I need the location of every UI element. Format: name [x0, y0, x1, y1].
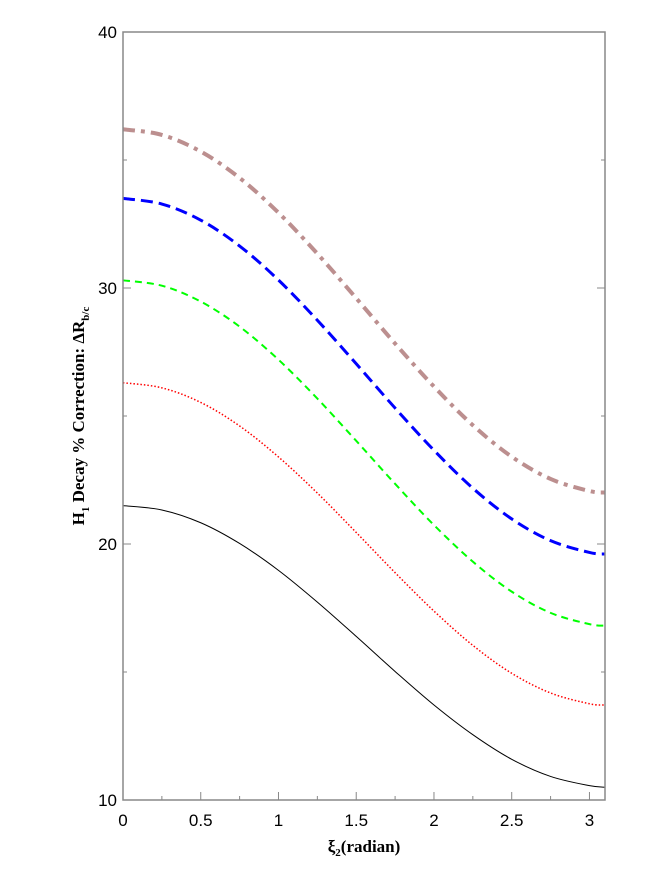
ticks-layer: 0 0.5 1 1.5 2 2.5 3 10 20 30 40 [98, 23, 605, 830]
y-axis-label: H1 Decay % Correction: ΔRb/c [69, 307, 92, 526]
x-tick-label: 2 [429, 811, 438, 830]
series-line-2 [122, 381, 606, 706]
y-tick-label: 20 [98, 535, 117, 554]
x-tick-label: 0.5 [189, 811, 213, 830]
x-tick-label: 1.5 [344, 811, 368, 830]
x-tick-label: 3 [585, 811, 594, 830]
x-tick-label: 1 [274, 811, 283, 830]
series-line-5 [122, 127, 606, 495]
y-tick-label: 10 [98, 791, 117, 810]
series-line-4 [122, 196, 606, 556]
y-tick-label: 30 [98, 279, 117, 298]
series-layer [122, 127, 606, 788]
series-line-1 [122, 505, 606, 788]
x-axis-label: ξ2(radian) [328, 837, 401, 859]
y-tick-label: 40 [98, 23, 117, 42]
series-line-3 [122, 279, 606, 627]
x-tick-label: 2.5 [500, 811, 524, 830]
x-tick-label: 0 [118, 811, 127, 830]
